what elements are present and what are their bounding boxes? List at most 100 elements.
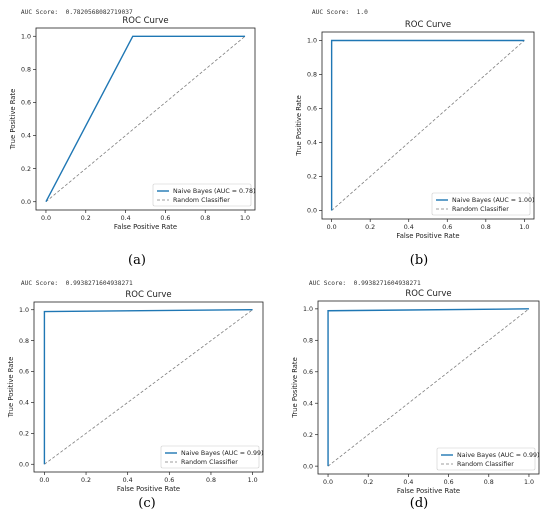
y-tick-label: 0.0 [303,463,313,470]
y-tick-label: 0.8 [21,67,31,74]
auc-score-text: AUC Score: 0.9938271604938271 [6,273,133,294]
y-tick-label: 1.0 [21,33,31,40]
x-tick-label: 0.8 [200,215,210,222]
panel-b: AUC Score: 1.0 ROC Curve 0.0 0.2 0.4 0.6 0.8 1… [275,0,550,270]
y-tick-label: 0.8 [19,338,29,345]
y-tick-label: 0.2 [19,431,29,438]
legend-box [431,192,531,216]
auc-score-text: AUC Score: 1.0 [297,2,368,23]
naive-bayes-roc-line [45,35,246,203]
y-tick-label: 1.0 [303,306,313,313]
roc-chart: ROC Curve 0.0 0.2 0.4 0.6 0.8 1.0 0.0 0.2 0.4 0.6 0… [291,289,540,495]
x-tick-label: 0.6 [160,215,170,222]
random-classifier-line [327,308,530,467]
x-tick-label: 0.0 [39,477,49,484]
legend-box [160,445,260,469]
y-tick-label: 0.0 [19,461,29,468]
x-tick-label: 0.4 [404,224,414,231]
legend-box [436,447,536,471]
legend-box [152,183,252,207]
legend-entry: Random Classifier [457,461,514,468]
y-tick-label: 0.0 [21,199,31,206]
auc-score-value: 0.9938271604938271 [65,280,133,287]
chart-title: ROC Curve [405,289,451,299]
y-tick-label: 1.0 [307,38,317,45]
x-tick-label: 0.6 [164,477,174,484]
y-axis-label: True Positive Rate [291,357,299,419]
y-tick-label: 0.4 [307,140,317,147]
figure-caption: (a) [128,253,146,268]
y-tick-label: 0.8 [303,338,313,345]
x-tick-label: 0.4 [403,479,413,486]
panel-c: AUC Score: 0.9938271604938271 ROC Curve 0… [0,270,275,521]
y-axis-label: True Positive Rate [7,357,15,419]
legend-entry: Random Classifier [181,459,238,466]
y-tick-label: 0.6 [307,106,317,113]
y-axis-label: True Positive Rate [9,89,17,151]
y-tick-label: 0.6 [303,369,313,376]
naive-bayes-roc-line [330,39,525,211]
y-tick-label: 0.6 [21,100,31,107]
y-tick-label: 0.4 [21,133,31,140]
y-tick-label: 0.2 [21,166,31,173]
x-tick-label: 0.2 [365,224,375,231]
x-tick-label: 0.6 [444,479,454,486]
plot-frame [321,31,535,220]
auc-score-label: AUC Score: [311,9,350,16]
roc-chart: ROC Curve 0.0 0.2 0.4 0.6 0.8 1.0 0.0 0.2 0.4 0.6 0… [295,20,535,240]
y-tick-label: 0.4 [303,400,313,407]
x-tick-label: 0.4 [121,215,131,222]
roc-chart: ROC Curve 0.0 0.2 0.4 0.6 0.8 1.0 0.0 0.2 0.4 0.6 0… [7,290,264,493]
y-axis-label: True Positive Rate [295,95,303,157]
x-tick-label: 0.0 [323,479,333,486]
legend-entry: Naive Bayes (AUC = 1.00) [452,197,535,204]
auc-score-label: AUC Score: [20,280,59,287]
plot-frame [33,301,264,473]
x-tick-label: 1.0 [248,477,258,484]
y-tick-label: 0.4 [19,400,29,407]
auc-score-text: AUC Score: 0.9938271604938271 [294,273,421,294]
naive-bayes-roc-line [327,308,529,467]
x-axis-label: False Positive Rate [397,487,460,495]
auc-score-label: AUC Score: [20,9,59,16]
x-tick-label: 0.2 [81,215,91,222]
chart-title: ROC Curve [122,16,168,26]
x-axis-label: False Positive Rate [117,485,180,493]
y-tick-label: 0.2 [303,432,313,439]
chart-title: ROC Curve [125,290,171,300]
legend-entry: Random Classifier [452,206,509,213]
auc-score-value: 1.0 [356,9,368,16]
y-tick-label: 0.6 [19,369,29,376]
legend-entry: Naive Bayes (AUC = 0.99) [181,450,264,457]
auc-score-value: 0.7820568082719037 [65,9,133,16]
x-tick-label: 1.0 [240,215,250,222]
x-tick-label: 0.8 [206,477,216,484]
x-tick-label: 0.6 [442,224,452,231]
x-tick-label: 1.0 [524,479,534,486]
x-tick-label: 0.0 [41,215,51,222]
plot-frame [35,27,256,211]
y-tick-label: 0.8 [307,72,317,79]
y-tick-label: 0.2 [307,174,317,181]
x-axis-label: False Positive Rate [114,223,177,231]
random-classifier-line [44,309,253,465]
x-tick-label: 0.4 [123,477,133,484]
random-classifier-line [45,35,246,203]
x-tick-label: 1.0 [519,224,529,231]
auc-score-text: AUC Score: 0.7820568082719037 [6,2,133,23]
legend-entry: Random Classifier [173,197,230,204]
random-classifier-line [331,40,525,211]
x-tick-label: 0.0 [327,224,337,231]
plot-frame [317,300,540,475]
y-tick-label: 0.0 [307,208,317,215]
x-axis-label: False Positive Rate [396,232,459,240]
chart-title: ROC Curve [405,20,451,30]
roc-chart: ROC Curve 0.0 0.2 0.4 0.6 0.8 1.0 0.0 0.2 0.4 0.6 0… [9,16,256,231]
auc-score-value: 0.9938271604938271 [353,280,421,287]
panel-a: AUC Score: 0.7820568082719037 ROC Curve 0… [0,0,275,270]
legend-entry: Naive Bayes (AUC = 0.78) [173,188,256,195]
panel-d: AUC Score: 0.9938271604938271 ROC Curve 0… [275,270,550,521]
figure-caption: (b) [409,253,429,268]
figure-caption: (c) [138,496,156,511]
x-tick-label: 0.8 [481,224,491,231]
